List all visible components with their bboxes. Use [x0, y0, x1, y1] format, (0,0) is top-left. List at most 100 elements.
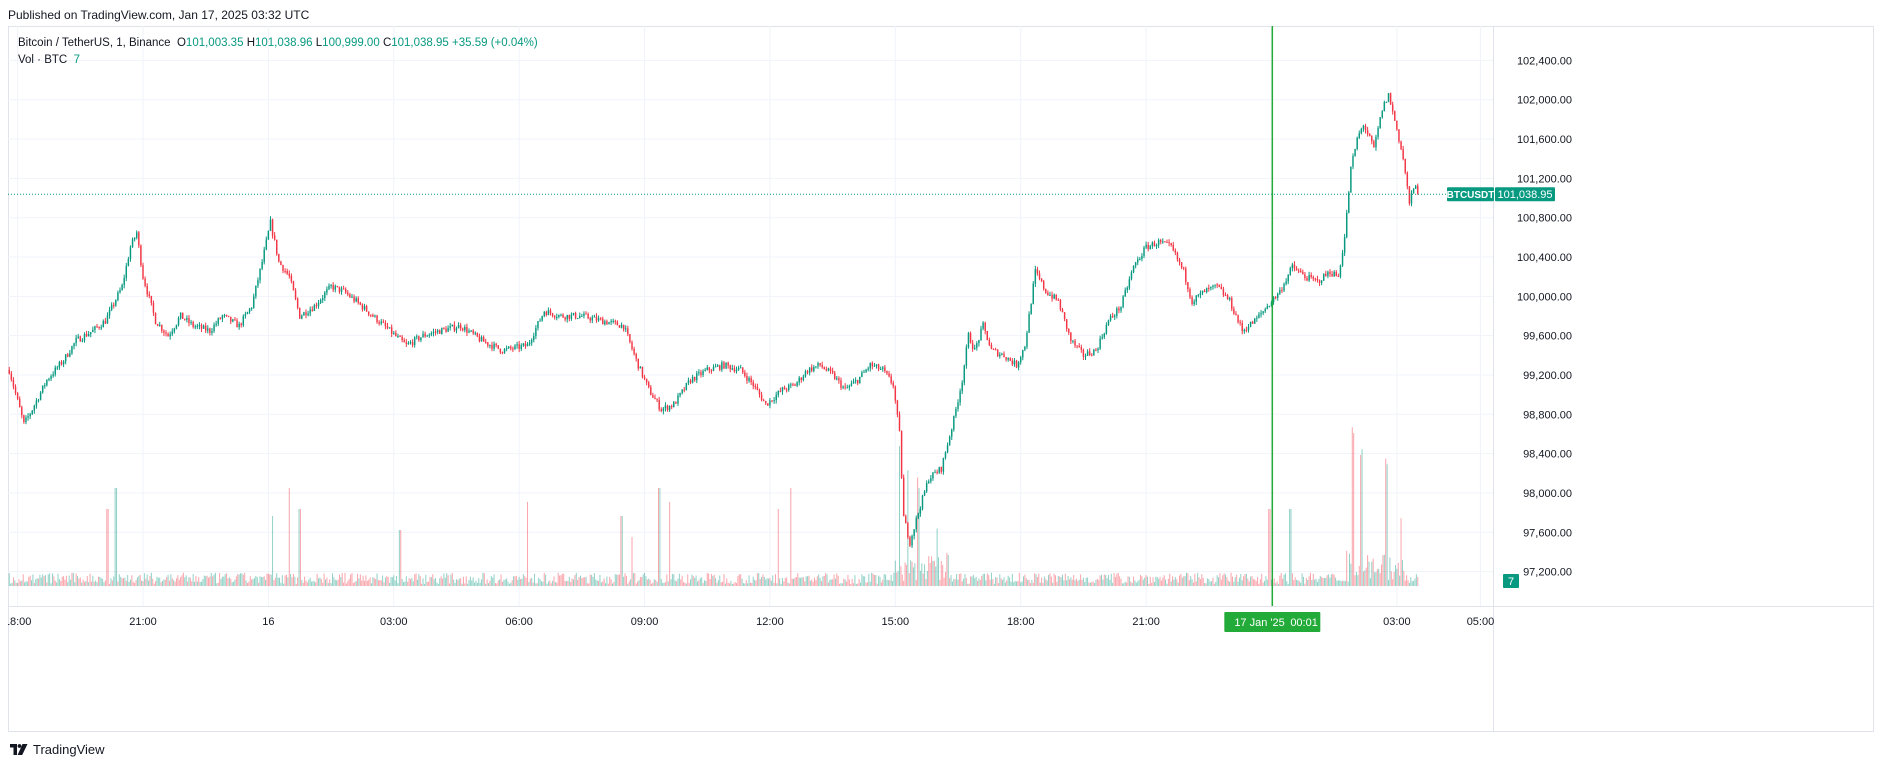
- volume-bar: [467, 583, 469, 586]
- volume-bar: [217, 582, 219, 586]
- volume-bar: [1389, 557, 1391, 586]
- candle-body: [677, 395, 679, 404]
- volume-bar: [415, 573, 417, 586]
- volume-bar: [1087, 577, 1089, 586]
- price-tick-label: 100,800.00: [1517, 213, 1572, 225]
- volume-bar: [1360, 454, 1362, 586]
- candle-body: [209, 328, 211, 333]
- volume-bar: [1080, 574, 1082, 586]
- volume-bar: [253, 578, 255, 586]
- candle-body: [1406, 172, 1409, 187]
- volume-bar: [116, 488, 118, 586]
- candle-body: [656, 399, 658, 401]
- volume-bar: [370, 583, 372, 586]
- volume-bar: [705, 581, 707, 586]
- candle-body: [1337, 275, 1340, 277]
- volume-bar: [1073, 575, 1075, 586]
- candle-body: [547, 310, 550, 316]
- candle-body: [712, 366, 715, 371]
- volume-bar: [1198, 577, 1200, 586]
- candle-body: [413, 337, 416, 346]
- candle-body: [142, 265, 144, 279]
- volume-bar: [1192, 582, 1194, 586]
- volume-bar: [272, 516, 274, 586]
- volume-bar: [1230, 572, 1232, 586]
- volume-bar: [298, 509, 300, 586]
- volume-bar: [292, 573, 294, 586]
- volume-bar: [8, 573, 10, 586]
- candle-body: [1377, 128, 1379, 137]
- candle-body: [637, 358, 640, 369]
- candle-body: [478, 336, 481, 342]
- volume-bar: [612, 583, 614, 586]
- candle-body: [1320, 280, 1323, 283]
- volume-bar: [510, 582, 512, 586]
- candle-body: [140, 245, 142, 266]
- candle-body: [27, 416, 29, 418]
- candle-body: [1120, 306, 1122, 311]
- volume-bar: [1355, 572, 1357, 586]
- candle-body: [685, 382, 688, 391]
- candle-body: [691, 376, 694, 383]
- volume-bar: [1135, 582, 1137, 586]
- candle-body: [41, 385, 44, 393]
- volume-bar: [1066, 580, 1068, 586]
- candle-body: [1325, 273, 1327, 276]
- candle-body: [282, 265, 284, 271]
- candle-body: [936, 472, 938, 474]
- volume-bar: [990, 572, 992, 586]
- volume-bar: [1244, 574, 1246, 586]
- volume-bar: [1098, 580, 1100, 586]
- volume-bar: [1375, 571, 1377, 586]
- volume-bar: [830, 579, 832, 586]
- volume-bar: [871, 572, 873, 586]
- volume-bar: [1361, 449, 1363, 586]
- price-tick-label: 97,200.00: [1523, 567, 1572, 579]
- volume-bar: [1028, 579, 1030, 586]
- legend-volume-label[interactable]: Vol · BTC: [18, 54, 68, 66]
- volume-bar: [664, 582, 666, 586]
- candle-body: [988, 340, 991, 346]
- candle-body: [1180, 262, 1183, 268]
- volume-bar: [365, 575, 367, 586]
- candle-body: [507, 346, 510, 349]
- candle-body: [520, 345, 522, 349]
- volume-bar: [1041, 577, 1043, 586]
- volume-bar: [373, 578, 375, 586]
- tradingview-footer[interactable]: TradingView: [10, 742, 105, 757]
- volume-bar: [214, 572, 216, 586]
- volume-bar: [319, 577, 321, 586]
- volume-bar: [311, 581, 313, 586]
- volume-bar: [1133, 576, 1135, 586]
- price-tick-label: 99,200.00: [1523, 370, 1572, 382]
- legend-symbol[interactable]: Bitcoin / TetherUS, 1, Binance: [18, 37, 171, 49]
- volume-bar: [1197, 572, 1199, 586]
- volume-bar: [648, 578, 650, 586]
- volume-bar: [620, 516, 622, 586]
- volume-bar: [922, 573, 924, 586]
- candle-body: [119, 289, 121, 293]
- chart-legend: Bitcoin / TetherUS, 1, Binance O101,003.…: [18, 35, 538, 69]
- candle-body: [719, 365, 721, 370]
- candle-body: [113, 304, 115, 306]
- volume-bar: [910, 560, 912, 586]
- volume-bar: [1062, 574, 1064, 586]
- candle-body: [693, 376, 696, 381]
- candle-body: [1059, 300, 1062, 310]
- volume-bar: [195, 575, 197, 586]
- candle-body: [286, 271, 288, 274]
- volume-bar: [88, 582, 90, 586]
- volume-bar: [1328, 574, 1330, 586]
- candle-body: [942, 457, 945, 472]
- volume-bar: [439, 578, 441, 586]
- volume-bar: [1364, 570, 1366, 586]
- volume-bar: [325, 579, 327, 586]
- volume-bar: [775, 574, 777, 586]
- candle-body: [1262, 311, 1264, 314]
- candle-body: [790, 384, 792, 386]
- candle-body: [353, 296, 355, 302]
- candle-body: [1068, 328, 1070, 333]
- volume-bar: [227, 578, 229, 586]
- volume-bar: [1286, 581, 1288, 586]
- price-chart[interactable]: BTCUSDT 101,038.957 102,400.00102,000.001…: [8, 26, 1874, 732]
